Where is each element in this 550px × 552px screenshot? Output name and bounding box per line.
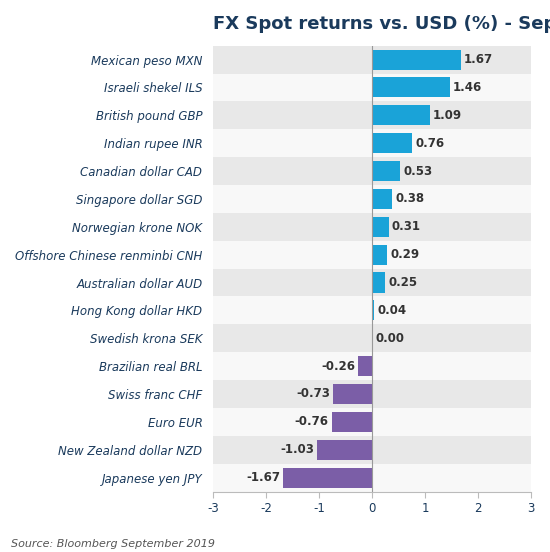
Bar (213, 185, 531, 213)
Bar (283, 468, 372, 487)
Text: 0.29: 0.29 (390, 248, 420, 261)
Bar (213, 408, 531, 436)
Bar (372, 245, 387, 264)
Bar (372, 77, 449, 98)
Bar (333, 384, 372, 404)
Bar (213, 73, 531, 102)
Bar (213, 102, 531, 129)
Bar (372, 50, 461, 70)
Text: FX Spot returns vs. USD (%) - September 2019: FX Spot returns vs. USD (%) - September … (213, 15, 550, 33)
Bar (213, 129, 531, 157)
Bar (213, 325, 531, 352)
Text: Source: Bloomberg September 2019: Source: Bloomberg September 2019 (11, 539, 215, 549)
Bar (213, 380, 531, 408)
Text: 0.31: 0.31 (392, 220, 421, 233)
Text: 1.46: 1.46 (453, 81, 482, 94)
Text: -0.73: -0.73 (296, 388, 330, 401)
Bar (317, 440, 372, 460)
Text: -1.03: -1.03 (280, 443, 314, 456)
Text: 0.25: 0.25 (388, 276, 417, 289)
Bar (372, 300, 374, 320)
Bar (213, 241, 531, 269)
Bar (372, 161, 400, 181)
Bar (372, 273, 386, 293)
Bar (372, 105, 430, 125)
Text: -0.26: -0.26 (321, 359, 355, 373)
Text: 0.76: 0.76 (416, 137, 445, 150)
Bar (213, 269, 531, 296)
Bar (372, 189, 392, 209)
Bar (332, 412, 372, 432)
Bar (213, 157, 531, 185)
Bar (372, 133, 412, 153)
Text: 0.38: 0.38 (395, 193, 425, 205)
Bar (213, 46, 531, 73)
Text: 1.67: 1.67 (464, 53, 493, 66)
Text: -0.76: -0.76 (294, 415, 328, 428)
Bar (213, 464, 531, 491)
Text: 0.00: 0.00 (375, 332, 404, 345)
Text: 1.09: 1.09 (433, 109, 462, 122)
Bar (213, 352, 531, 380)
Bar (372, 217, 388, 237)
Text: 0.04: 0.04 (377, 304, 406, 317)
Bar (358, 356, 372, 376)
Bar (213, 296, 531, 325)
Bar (213, 213, 531, 241)
Text: 0.53: 0.53 (403, 164, 432, 178)
Bar (213, 436, 531, 464)
Text: -1.67: -1.67 (246, 471, 280, 484)
